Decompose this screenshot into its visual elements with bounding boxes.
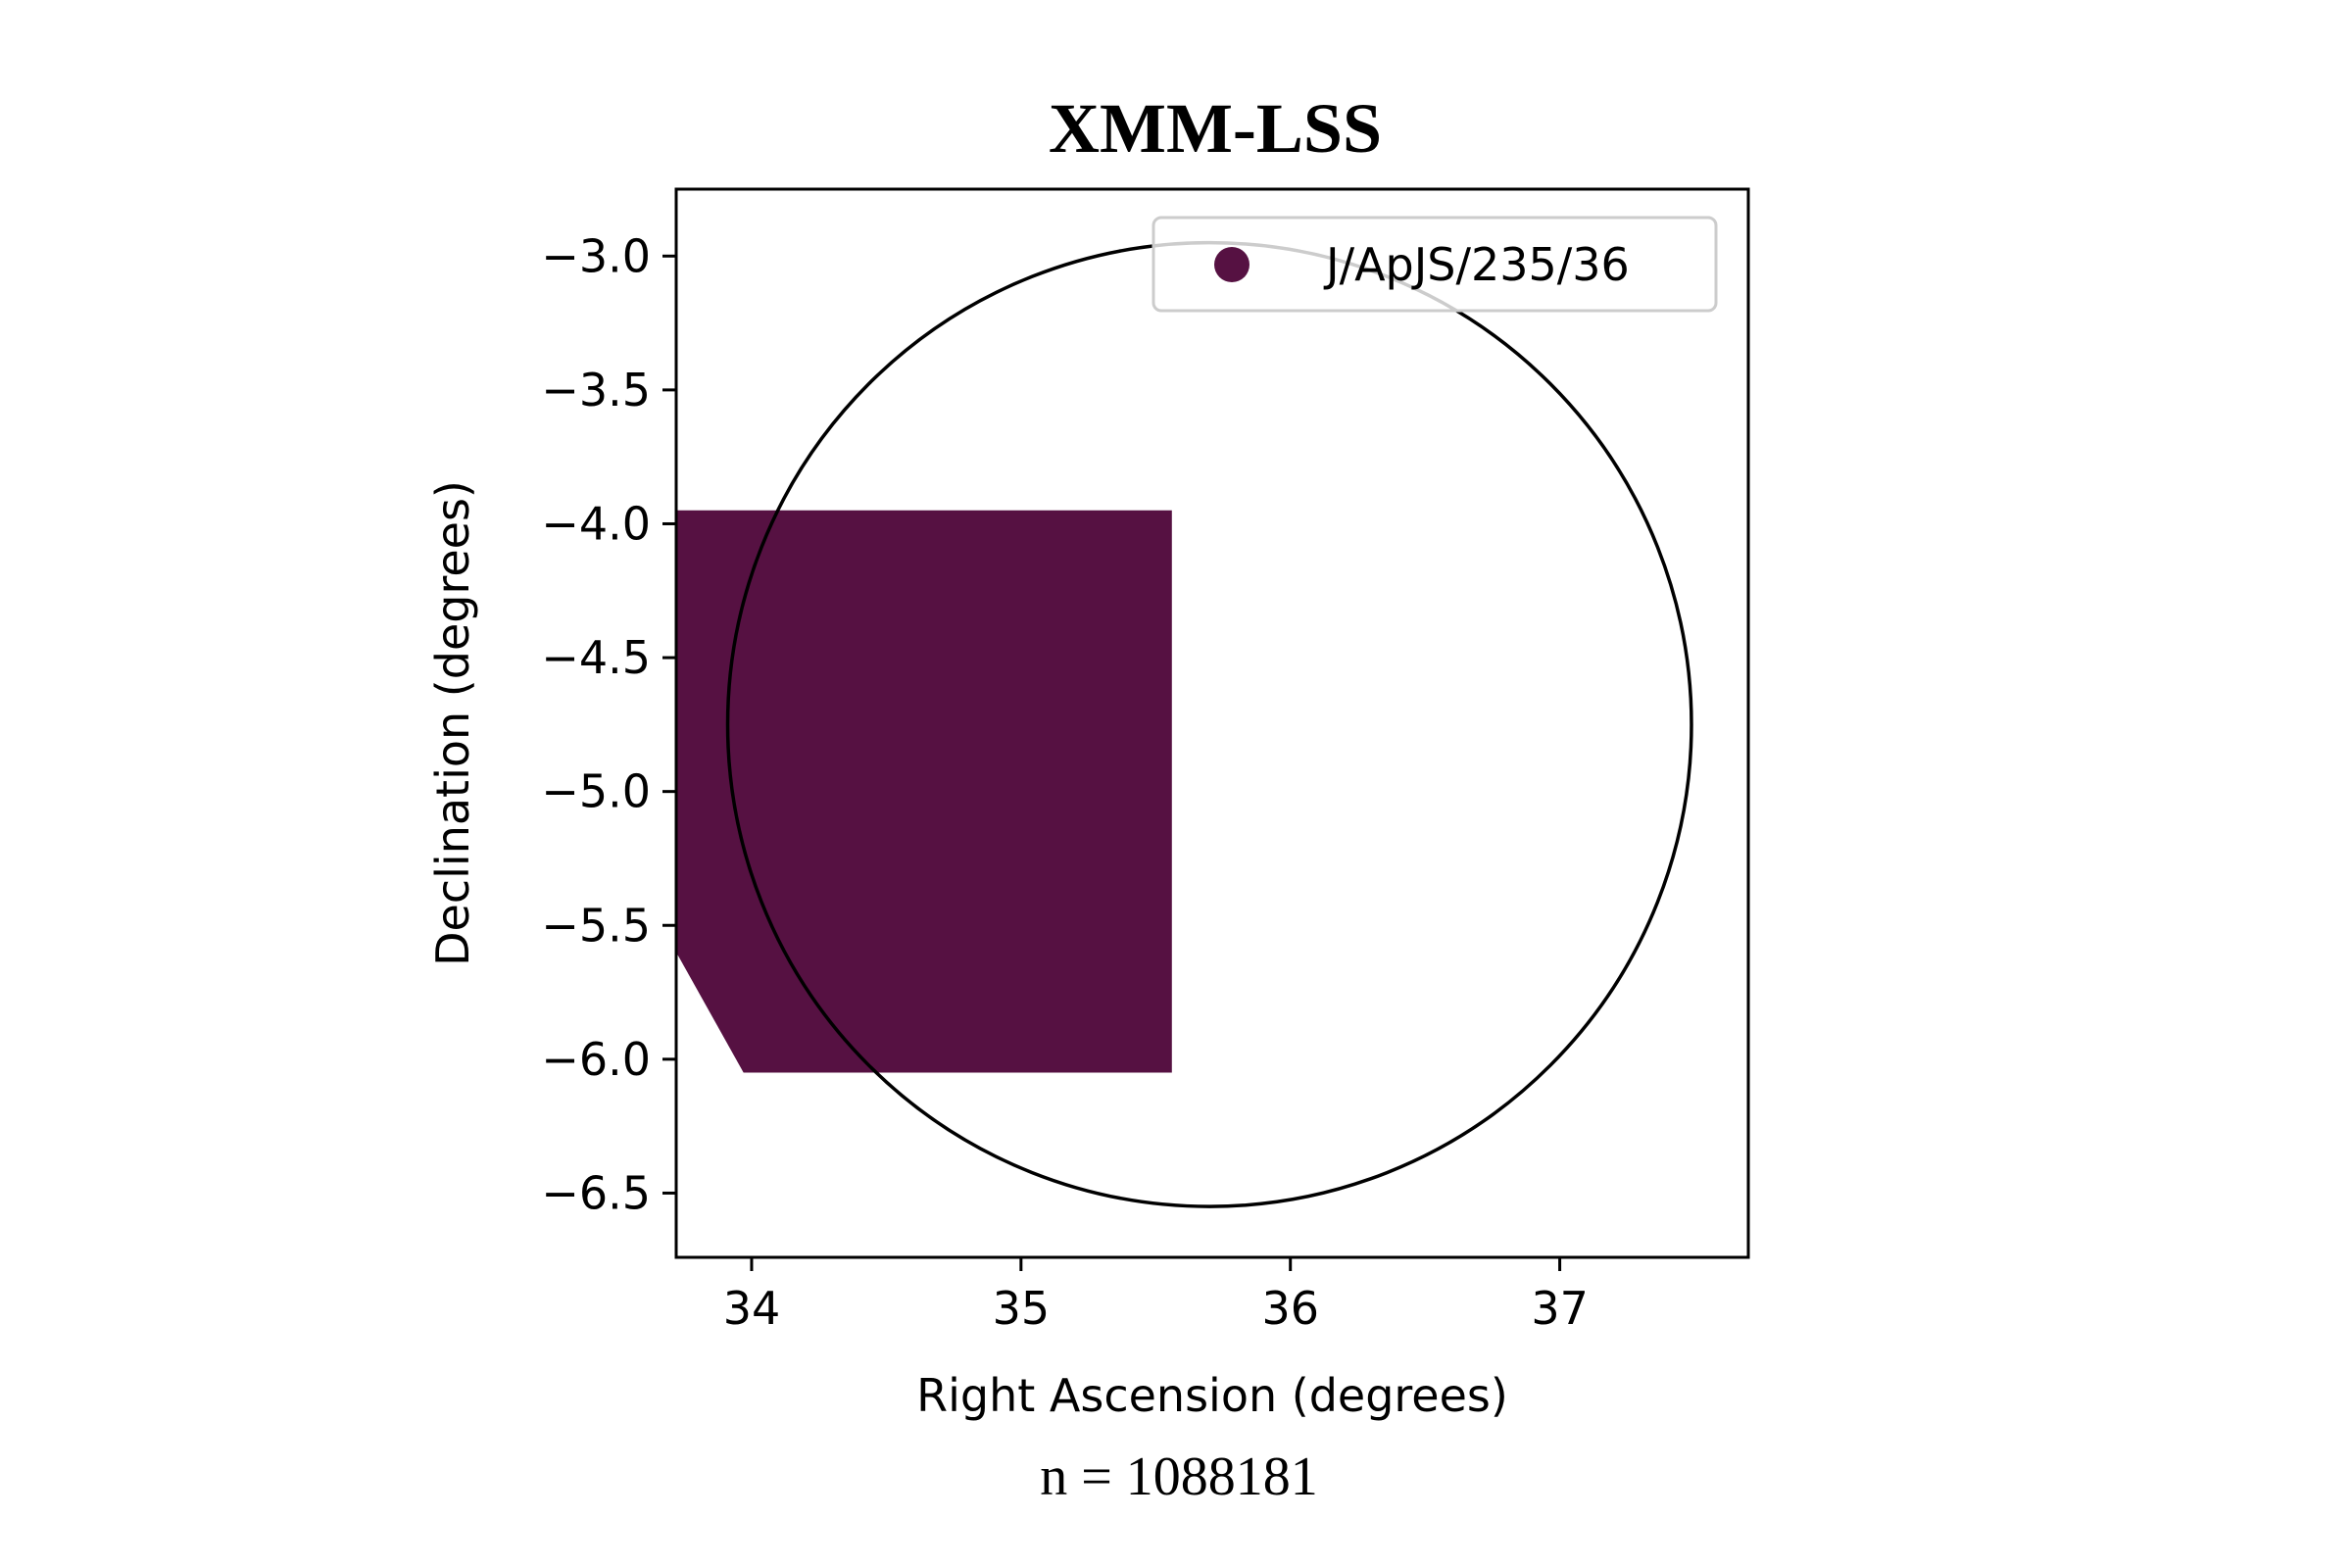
x-tick-label: 37: [1531, 1282, 1589, 1335]
x-axis: 34 35 36 37: [723, 1257, 1589, 1335]
x-tick-label: 36: [1261, 1282, 1319, 1335]
legend-marker: [1214, 247, 1250, 282]
x-tick-label: 34: [723, 1282, 781, 1335]
y-tick-label: −6.0: [541, 1033, 651, 1086]
y-tick-label: −5.5: [541, 899, 651, 952]
series-footprint-0: [676, 510, 1172, 1073]
y-tick-label: −6.5: [541, 1166, 651, 1219]
y-axis-label: Declination (degrees): [426, 480, 479, 966]
plot-frame: [674, 187, 1750, 1259]
y-tick-label: −5.0: [541, 765, 651, 818]
x-axis-label: Right Ascension (degrees): [916, 1369, 1508, 1422]
y-tick-label: −4.0: [541, 497, 651, 550]
legend-box: [1152, 216, 1718, 313]
y-tick-label: −3.5: [541, 364, 651, 416]
legend: J/ApJS/235/36: [1152, 216, 1718, 313]
x-tick-label: 35: [993, 1282, 1051, 1335]
y-tick-label: −4.5: [541, 631, 651, 684]
y-tick-label: −3.0: [541, 229, 651, 282]
legend-label: J/ApJS/235/36: [1323, 238, 1630, 291]
chart-title: XMM-LSS: [1049, 89, 1382, 168]
sample-count-note: n = 1088181: [1040, 1446, 1318, 1507]
y-axis: −3.0 −3.5 −4.0 −4.5 −5.0 −5.5 −6.0 −6.5: [541, 229, 676, 1219]
series-layer: [676, 510, 1172, 1073]
